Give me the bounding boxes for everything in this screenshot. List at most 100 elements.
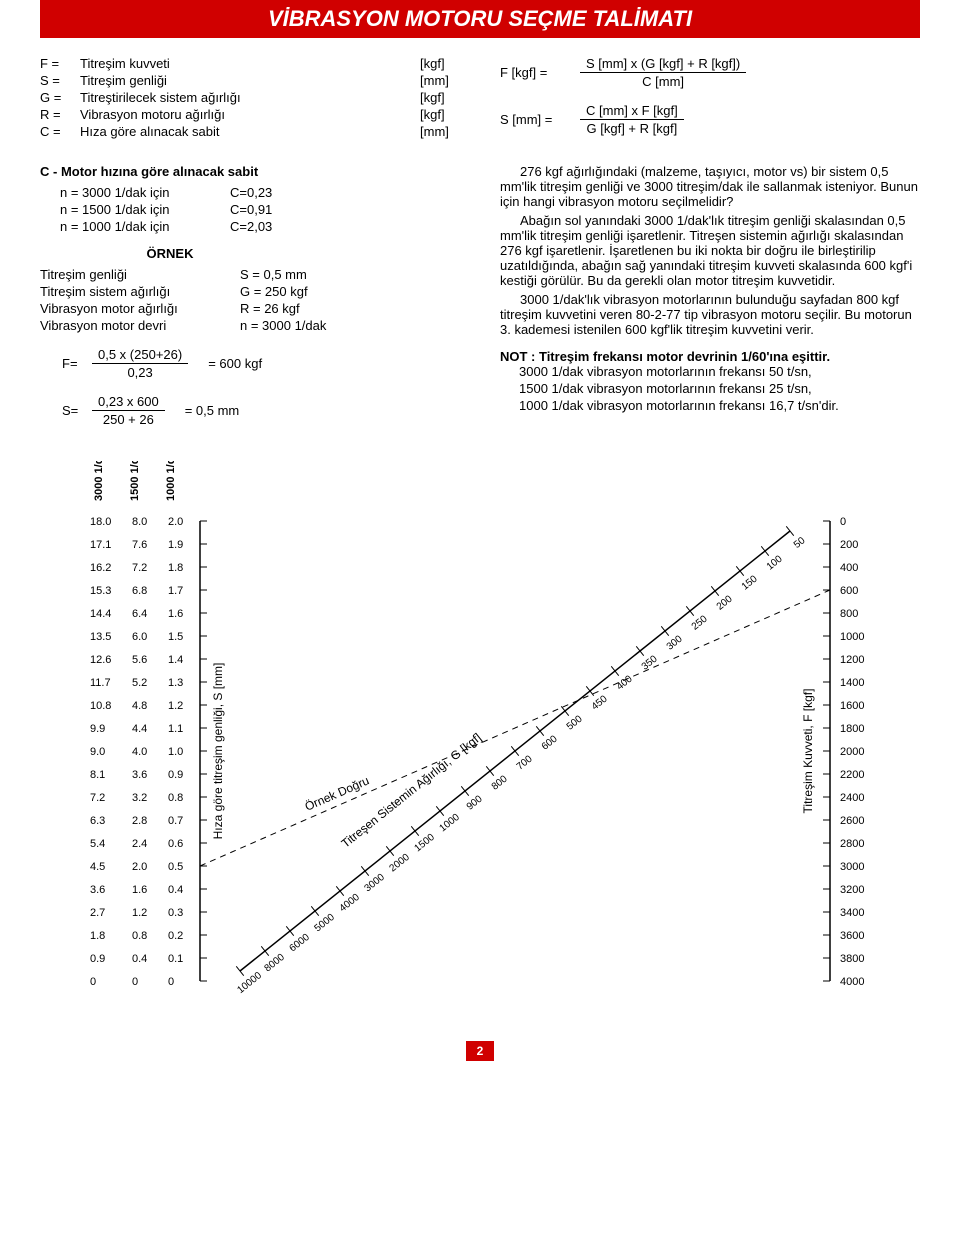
svg-text:8000: 8000 xyxy=(263,952,288,975)
svg-text:3200: 3200 xyxy=(840,884,864,896)
example-row: Vibrasyon motor ağırlığıR = 26 kgf xyxy=(40,301,470,316)
svg-text:0.4: 0.4 xyxy=(168,884,183,896)
svg-text:450: 450 xyxy=(590,693,610,712)
c-section-heading: C - Motor hızına göre alınacak sabit xyxy=(40,164,470,179)
c-row: n = 1000 1/dak içinC=2,03 xyxy=(40,219,470,234)
svg-text:2600: 2600 xyxy=(840,815,864,827)
def-unit: [mm] xyxy=(420,73,470,88)
svg-text:1200: 1200 xyxy=(840,654,864,666)
page-number: 2 xyxy=(466,1041,494,1061)
svg-text:1800: 1800 xyxy=(840,723,864,735)
svg-text:14.4: 14.4 xyxy=(90,608,111,620)
def-description: Titreşim kuvveti xyxy=(80,56,420,71)
definition-row: S = Titreşim genliği [mm] xyxy=(40,73,470,88)
def-symbol: C = xyxy=(40,124,80,139)
formula-s: S [mm] = C [mm] x F [kgf] G [kgf] + R [k… xyxy=(500,103,920,136)
svg-text:0.7: 0.7 xyxy=(168,815,183,827)
svg-text:17.1: 17.1 xyxy=(90,539,111,551)
calc-fraction: 0,23 x 600 250 + 26 xyxy=(92,394,165,427)
formula-f: F [kgf] = S [mm] x (G [kgf] + R [kgf]) C… xyxy=(500,56,920,89)
svg-text:10.8: 10.8 xyxy=(90,700,111,712)
svg-text:6.4: 6.4 xyxy=(132,608,147,620)
svg-text:2.0: 2.0 xyxy=(132,861,147,873)
svg-text:4.4: 4.4 xyxy=(132,723,147,735)
example-row-value: n = 3000 1/dak xyxy=(240,318,326,333)
svg-text:18.0: 18.0 xyxy=(90,516,111,528)
svg-text:1.1: 1.1 xyxy=(168,723,183,735)
calc-numerator: 0,23 x 600 xyxy=(92,394,165,411)
svg-text:1.6: 1.6 xyxy=(168,608,183,620)
example-row-value: S = 0,5 mm xyxy=(240,267,307,282)
formula-numerator: C [mm] x F [kgf] xyxy=(580,103,684,120)
svg-text:500: 500 xyxy=(565,713,585,732)
calc-denominator: 250 + 26 xyxy=(92,411,165,427)
c-row: n = 3000 1/dak içinC=0,23 xyxy=(40,185,470,200)
example-row: Titreşim sistem ağırlığıG = 250 kgf xyxy=(40,284,470,299)
svg-text:3000: 3000 xyxy=(840,861,864,873)
svg-text:8.1: 8.1 xyxy=(90,769,105,781)
svg-text:800: 800 xyxy=(840,608,858,620)
svg-text:2800: 2800 xyxy=(840,838,864,850)
c-row-b: C=0,23 xyxy=(230,185,272,200)
svg-text:1.2: 1.2 xyxy=(132,907,147,919)
calc-prefix: S= xyxy=(62,403,92,418)
body-paragraph-3: 3000 1/dak'lık vibrasyon motorlarının bu… xyxy=(500,292,920,337)
body-paragraph-2: Abağın sol yanındaki 3000 1/dak'lık titr… xyxy=(500,213,920,288)
svg-text:150: 150 xyxy=(740,573,760,592)
def-unit: [kgf] xyxy=(420,107,470,122)
nomogram-svg: 3000 1/dak1500 1/dak1000 1/dak18.08.02.0… xyxy=(40,461,920,1021)
svg-text:2000: 2000 xyxy=(388,852,413,875)
note-line-3: 1000 1/dak vibrasyon motorlarının frekan… xyxy=(500,398,920,413)
svg-text:0.4: 0.4 xyxy=(132,953,147,965)
svg-text:1.3: 1.3 xyxy=(168,677,183,689)
formula-numerator: S [mm] x (G [kgf] + R [kgf]) xyxy=(580,56,746,73)
formula-fraction: C [mm] x F [kgf] G [kgf] + R [kgf] xyxy=(580,103,684,136)
svg-text:1000: 1000 xyxy=(438,812,463,835)
example-row-label: Vibrasyon motor ağırlığı xyxy=(40,301,240,316)
svg-text:4000: 4000 xyxy=(338,892,363,915)
svg-text:1.7: 1.7 xyxy=(168,585,183,597)
svg-text:1.0: 1.0 xyxy=(168,746,183,758)
example-heading: ÖRNEK xyxy=(40,246,300,261)
calc-s: S= 0,23 x 600 250 + 26 = 0,5 mm xyxy=(62,394,470,427)
svg-text:2.0: 2.0 xyxy=(168,516,183,528)
c-row-b: C=2,03 xyxy=(230,219,272,234)
svg-text:2400: 2400 xyxy=(840,792,864,804)
svg-text:16.2: 16.2 xyxy=(90,562,111,574)
formulas-column: F [kgf] = S [mm] x (G [kgf] + R [kgf]) C… xyxy=(500,56,920,150)
svg-text:0.5: 0.5 xyxy=(168,861,183,873)
svg-text:0.6: 0.6 xyxy=(168,838,183,850)
note-body: 3000 1/dak vibrasyon motorlarının frekan… xyxy=(500,364,920,413)
svg-text:4.0: 4.0 xyxy=(132,746,147,758)
def-description: Titreşim genliği xyxy=(80,73,420,88)
svg-text:100: 100 xyxy=(765,553,785,572)
calc-denominator: 0,23 xyxy=(92,364,188,380)
calc-numerator: 0,5 x (250+26) xyxy=(92,347,188,364)
svg-text:1500 1/dak: 1500 1/dak xyxy=(129,461,141,501)
svg-text:10000: 10000 xyxy=(235,970,264,996)
svg-text:8.0: 8.0 xyxy=(132,516,147,528)
svg-text:6.3: 6.3 xyxy=(90,815,105,827)
def-unit: [kgf] xyxy=(420,90,470,105)
svg-text:9.9: 9.9 xyxy=(90,723,105,735)
svg-text:1.8: 1.8 xyxy=(168,562,183,574)
svg-text:1000 1/dak: 1000 1/dak xyxy=(165,461,177,501)
svg-text:0.3: 0.3 xyxy=(168,907,183,919)
c-row-a: n = 1000 1/dak için xyxy=(60,219,230,234)
formula-fraction: S [mm] x (G [kgf] + R [kgf]) C [mm] xyxy=(580,56,746,89)
svg-text:5.4: 5.4 xyxy=(90,838,105,850)
svg-text:1.8: 1.8 xyxy=(90,930,105,942)
left-column: C - Motor hızına göre alınacak sabit n =… xyxy=(40,164,470,433)
svg-text:2.8: 2.8 xyxy=(132,815,147,827)
def-symbol: S = xyxy=(40,73,80,88)
svg-text:1600: 1600 xyxy=(840,700,864,712)
body-paragraph-1: 276 kgf ağırlığındaki (malzeme, taşıyıcı… xyxy=(500,164,920,209)
svg-text:3600: 3600 xyxy=(840,930,864,942)
example-row-value: G = 250 kgf xyxy=(240,284,308,299)
c-row-b: C=0,91 xyxy=(230,202,272,217)
svg-text:0: 0 xyxy=(840,516,846,528)
svg-text:5.6: 5.6 xyxy=(132,654,147,666)
svg-text:5.2: 5.2 xyxy=(132,677,147,689)
def-description: Vibrasyon motoru ağırlığı xyxy=(80,107,420,122)
svg-text:7.6: 7.6 xyxy=(132,539,147,551)
